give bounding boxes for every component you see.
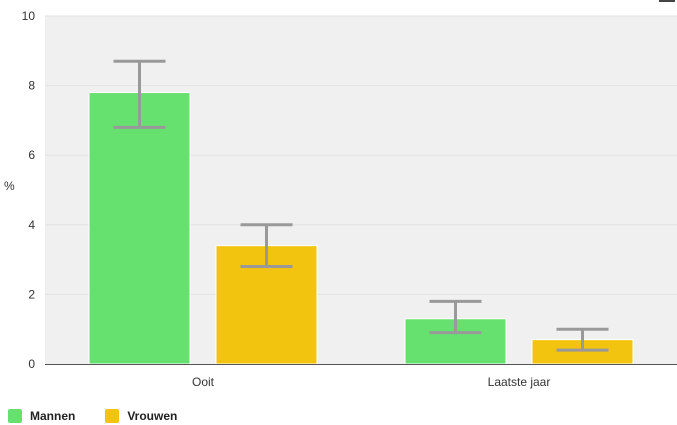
legend-item-vrouwen[interactable]: Vrouwen xyxy=(105,409,177,423)
y-axis-title: % xyxy=(4,179,15,193)
legend-label-vrouwen: Vrouwen xyxy=(127,409,178,423)
error-bar-mannen-0 xyxy=(113,59,166,129)
legend-label-mannen: Mannen xyxy=(30,409,76,423)
error-bars xyxy=(113,59,609,352)
bar-mannen-0[interactable] xyxy=(88,92,191,365)
y-tick-label: 4 xyxy=(28,218,35,232)
bar-chart: 0 2 4 6 8 10 Ooit Laatste jaar % xyxy=(4,9,677,389)
y-tick-label: 8 xyxy=(28,79,35,93)
x-tick-label: Ooit xyxy=(192,375,215,389)
y-tick-label: 2 xyxy=(28,287,35,301)
legend: Mannen Vrouwen xyxy=(8,409,177,423)
y-tick-label: 6 xyxy=(28,148,35,162)
error-bar-mannen-1 xyxy=(429,299,482,335)
legend-item-mannen[interactable]: Mannen xyxy=(8,409,75,423)
x-tick-label: Laatste jaar xyxy=(488,375,551,389)
legend-swatch-vrouwen xyxy=(105,409,120,423)
y-tick-label: 0 xyxy=(28,357,35,371)
y-tick-labels: 0 2 4 6 8 10 xyxy=(22,9,36,371)
error-bar-vrouwen-0 xyxy=(240,223,293,269)
x-tick-labels: Ooit Laatste jaar xyxy=(192,375,550,389)
y-tick-label: 10 xyxy=(22,9,36,23)
error-bar-vrouwen-1 xyxy=(556,327,609,352)
legend-swatch-mannen xyxy=(8,409,22,423)
menu-icon[interactable] xyxy=(659,0,675,7)
bar-vrouwen-1[interactable] xyxy=(531,339,634,365)
